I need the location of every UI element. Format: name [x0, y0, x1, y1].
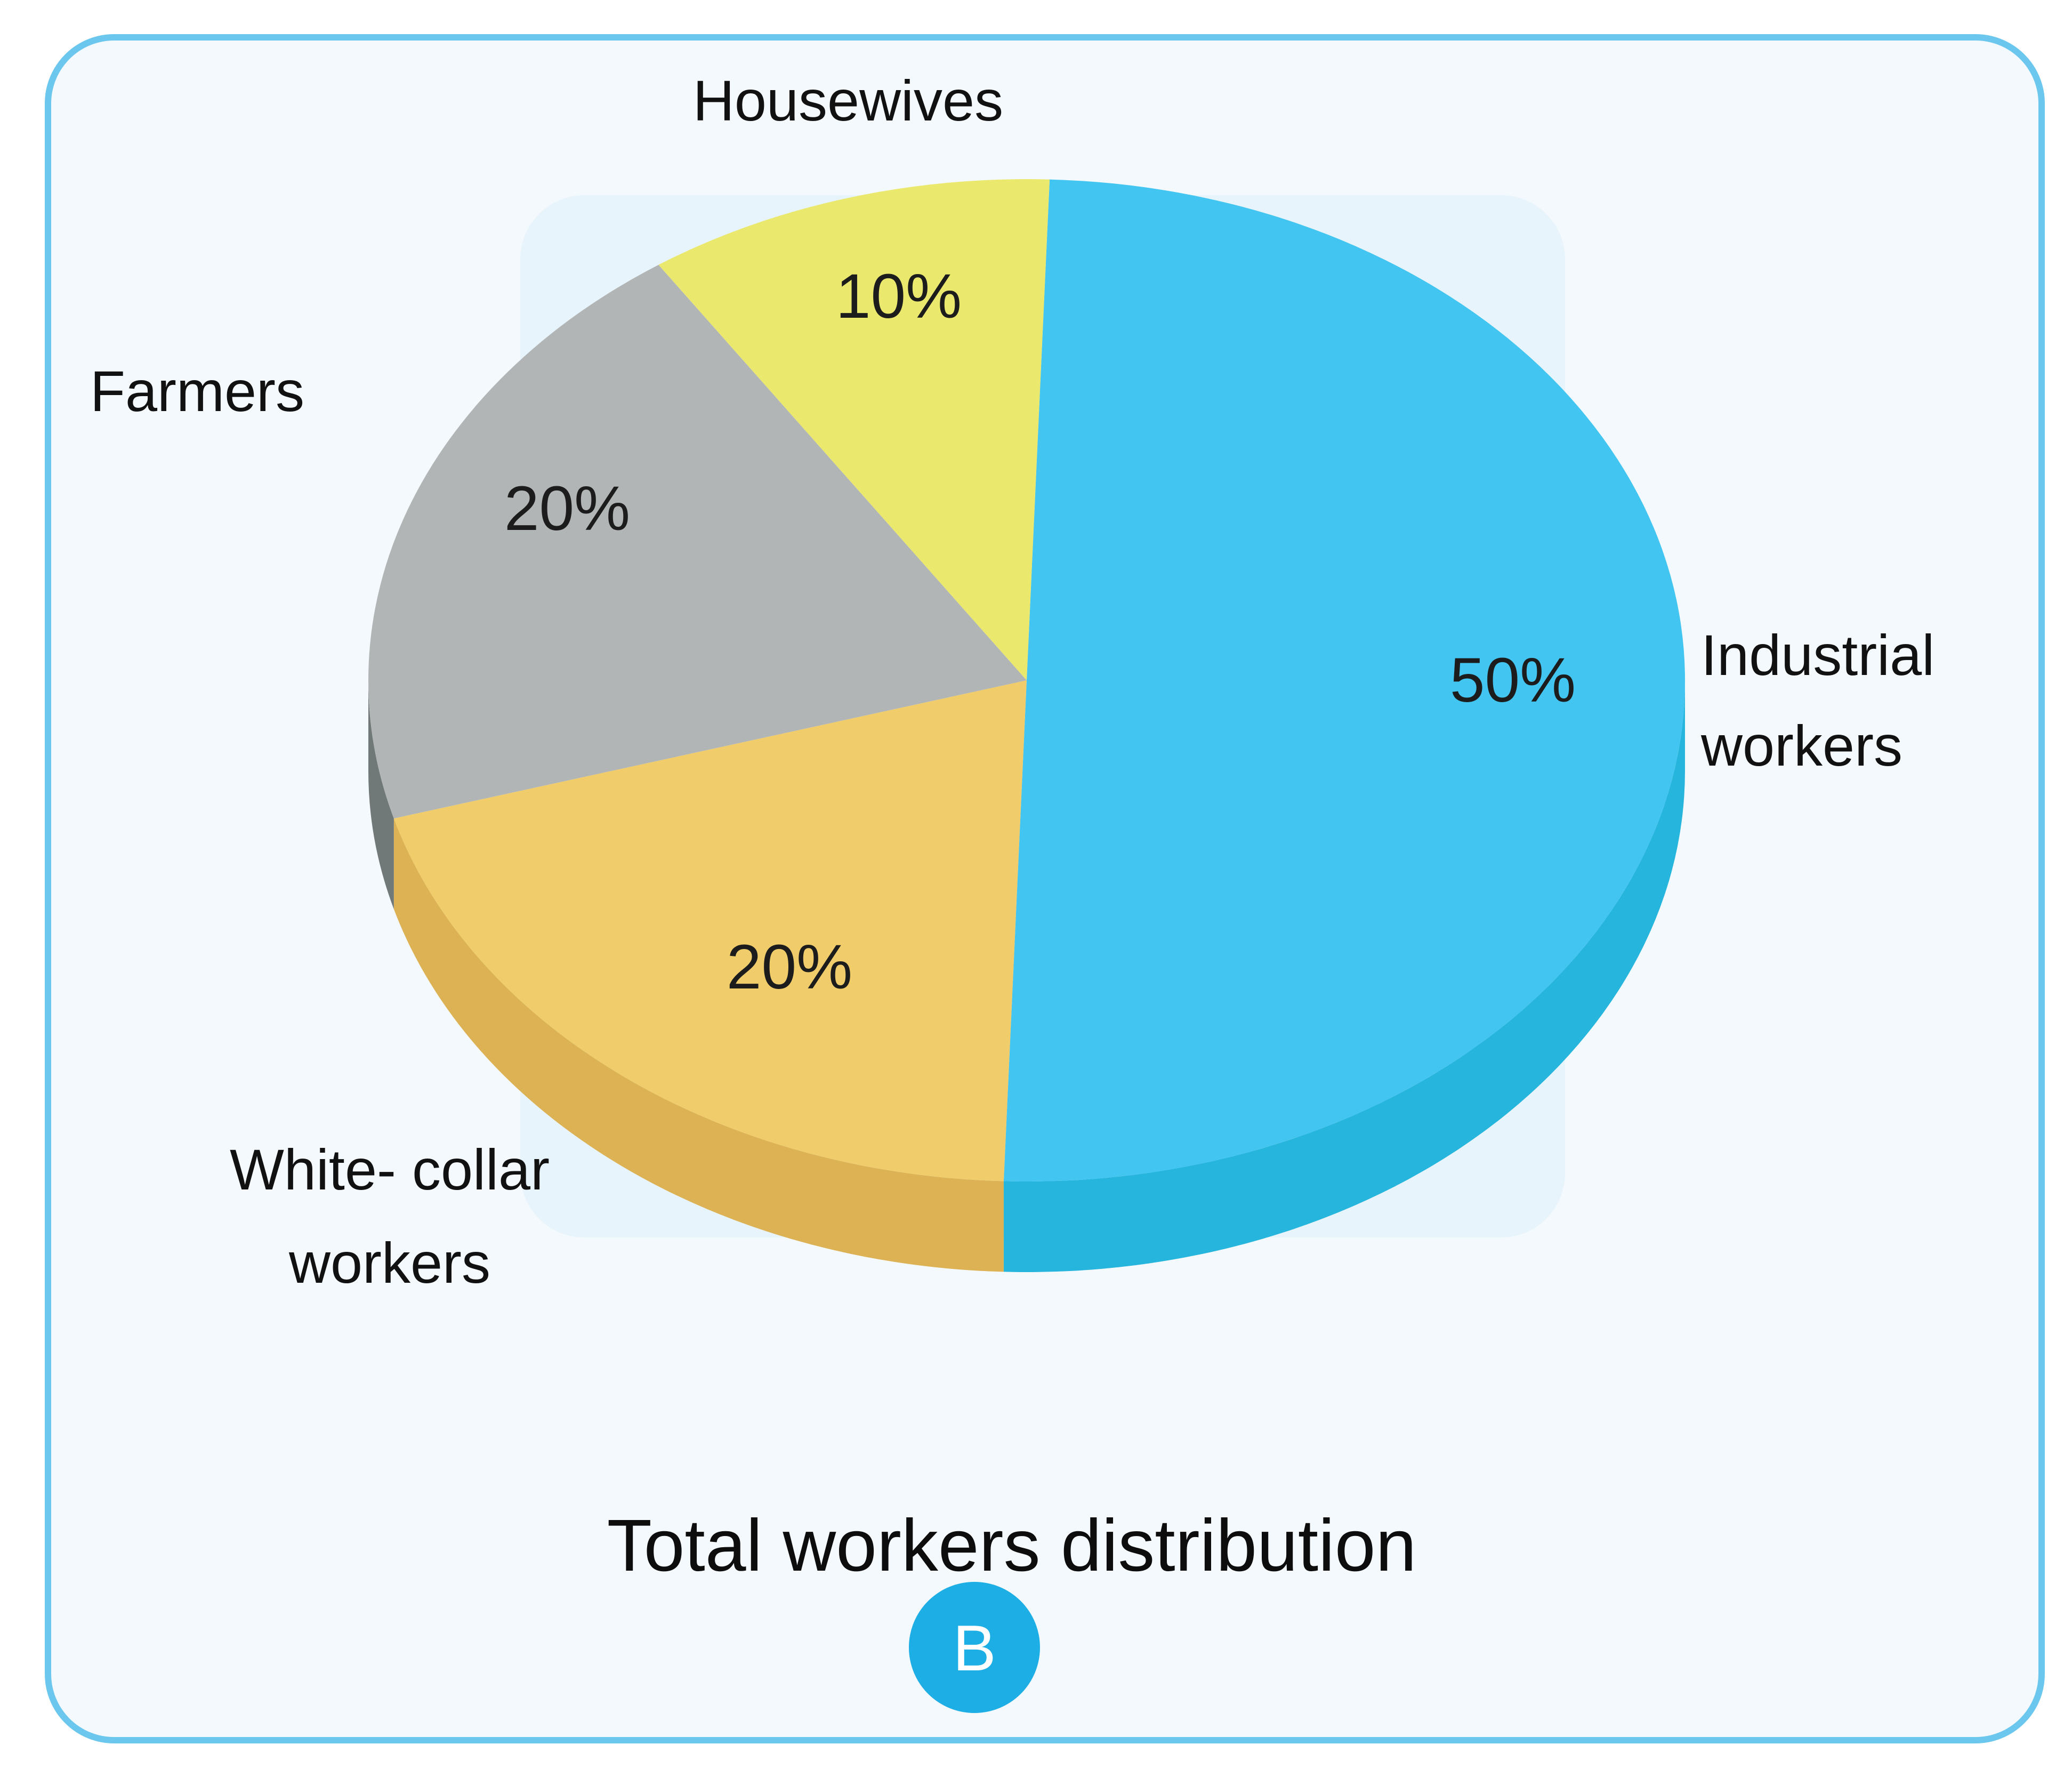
- slice-white-collar-side: [393, 818, 1004, 1272]
- slice-farmers-side: [368, 680, 394, 910]
- slice-name-farmers: Farmers: [90, 359, 304, 423]
- pie-side-layer: [368, 680, 1685, 1273]
- slice-name-housewives: Housewives: [693, 68, 1003, 133]
- slice-industrial-side: [1003, 680, 1685, 1273]
- chart-badge: B: [909, 1582, 1040, 1713]
- slice-name-industrial-line2: workers: [1700, 713, 1902, 778]
- slice-farmers: [368, 264, 1027, 819]
- slice-name-industrial-line1: Industrial: [1701, 623, 1934, 687]
- chart-title: Total workers distribution: [607, 1505, 1417, 1587]
- slice-value-industrial: 50%: [1450, 645, 1576, 715]
- slice-name-white-collar-line2: workers: [288, 1231, 490, 1295]
- slice-housewives: [658, 179, 1050, 680]
- slice-industrial: [1003, 179, 1685, 1181]
- slice-name-white-collar-line1: White- collar: [230, 1137, 550, 1202]
- badge-letter: B: [953, 1612, 996, 1684]
- pie-top-layer: [368, 179, 1685, 1181]
- slice-value-farmers: 20%: [504, 473, 630, 544]
- slice-value-white-collar: 20%: [727, 932, 852, 1002]
- pie-chart: 50% 20% 20% 10% Industrial workers White…: [90, 68, 1934, 1713]
- slice-value-housewives: 10%: [836, 261, 962, 332]
- slice-white-collar: [393, 680, 1027, 1181]
- chart-card: 50% 20% 20% 10% Industrial workers White…: [45, 34, 2045, 1743]
